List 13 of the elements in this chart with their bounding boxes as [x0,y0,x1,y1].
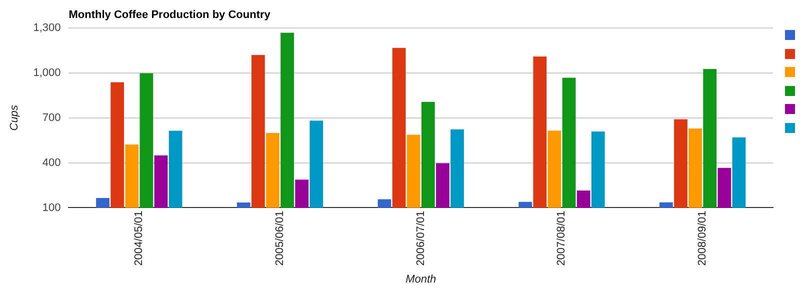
x-tick-label: 2005/06/01 [274,210,286,266]
x-tick-label: 2004/05/01 [133,210,146,266]
y-tick-label: 1,300 [33,22,61,34]
y-tick-label: 400 [42,156,61,169]
x-axis-title: Month [406,273,436,286]
y-axis-title: Cups [8,104,21,131]
x-tick-label: 2007/08/01 [556,210,568,266]
x-tick-label: 2008/09/01 [696,210,709,266]
y-tick-label: 700 [42,112,61,124]
y-tick-label: 100 [42,202,61,214]
y-tick-label: 1,000 [33,66,61,79]
x-tick-label: 2006/07/01 [414,210,427,266]
chart-title: Monthly Coffee Production by Country [68,9,272,21]
